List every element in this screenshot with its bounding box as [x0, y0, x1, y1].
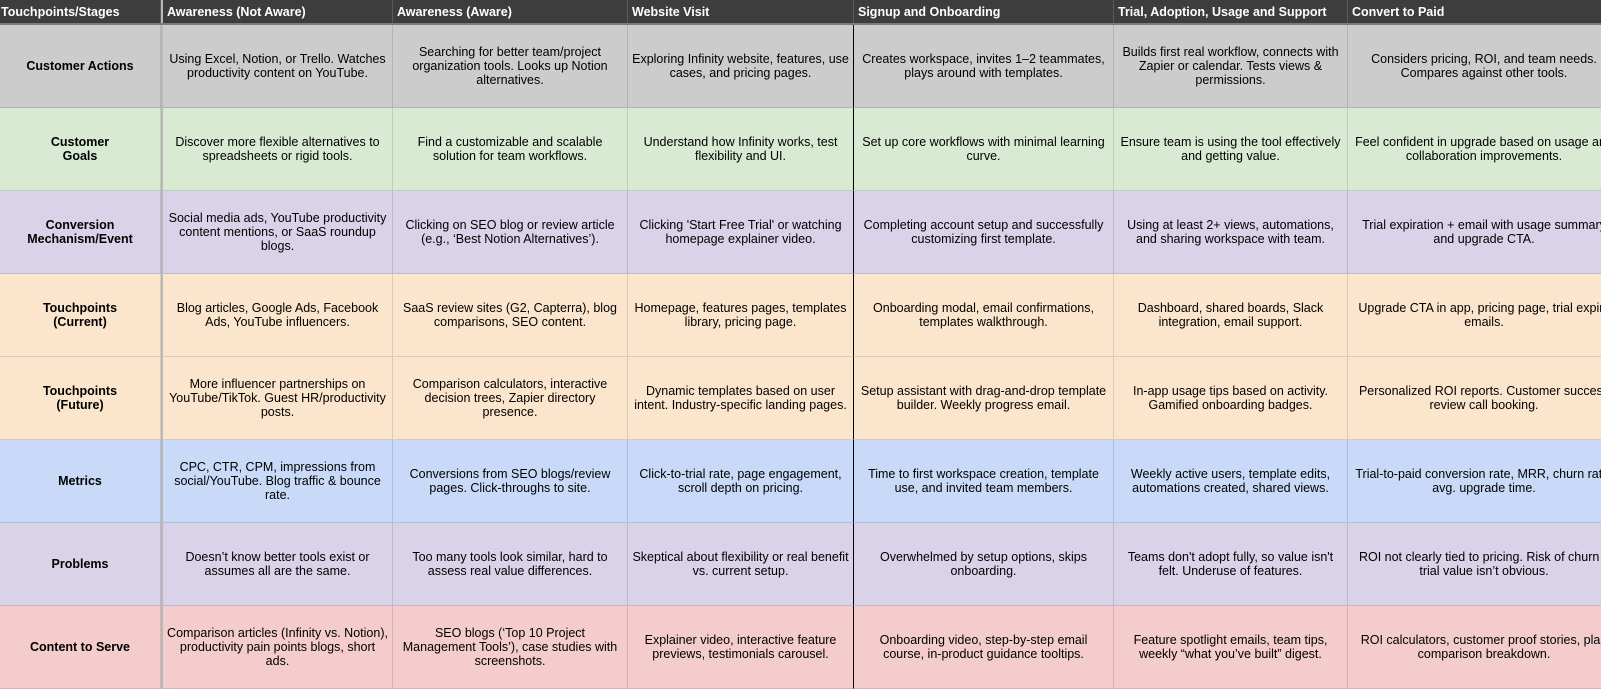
cell-customer-actions-website-visit[interactable]: Exploring Infinity website, features, us… — [628, 25, 854, 108]
row-label-content-to-serve[interactable]: Content to Serve — [0, 606, 161, 689]
row-label-touchpoints-future[interactable]: Touchpoints (Future) — [0, 357, 161, 440]
row-label-conversion-mechanism[interactable]: Conversion Mechanism/Event — [0, 191, 161, 274]
cell-problems-awareness-not-aware[interactable]: Doesn’t know better tools exist or assum… — [163, 523, 393, 606]
cell-customer-goals-awareness-not-aware[interactable]: Discover more flexible alternatives to s… — [163, 108, 393, 191]
cell-conversion-awareness-not-aware[interactable]: Social media ads, YouTube productivity c… — [163, 191, 393, 274]
header-col-trial-adoption[interactable]: Trial, Adoption, Usage and Support — [1114, 0, 1348, 23]
cell-metrics-website-visit[interactable]: Click-to-trial rate, page engagement, sc… — [628, 440, 854, 523]
cell-customer-goals-website-visit[interactable]: Understand how Infinity works, test flex… — [628, 108, 854, 191]
cell-problems-convert[interactable]: ROI not clearly tied to pricing. Risk of… — [1348, 523, 1601, 606]
row-label-touchpoints-current[interactable]: Touchpoints (Current) — [0, 274, 161, 357]
cell-content-website-visit[interactable]: Explainer video, interactive feature pre… — [628, 606, 854, 689]
cell-metrics-awareness-not-aware[interactable]: CPC, CTR, CPM, impressions from social/Y… — [163, 440, 393, 523]
header-col-awareness-aware[interactable]: Awareness (Aware) — [393, 0, 628, 23]
row-label-customer-goals[interactable]: Customer Goals — [0, 108, 161, 191]
cell-customer-actions-awareness-aware[interactable]: Searching for better team/project organi… — [393, 25, 628, 108]
cell-customer-goals-awareness-aware[interactable]: Find a customizable and scalable solutio… — [393, 108, 628, 191]
cell-content-convert[interactable]: ROI calculators, customer proof stories,… — [1348, 606, 1601, 689]
cell-touchpoints-future-convert[interactable]: Personalized ROI reports. Customer succe… — [1348, 357, 1601, 440]
header-stages-label[interactable]: Touchpoints/Stages — [0, 0, 161, 23]
row-label-metrics[interactable]: Metrics — [0, 440, 161, 523]
cell-touchpoints-current-signup[interactable]: Onboarding modal, email confirmations, t… — [854, 274, 1114, 357]
cell-customer-goals-convert[interactable]: Feel confident in upgrade based on usage… — [1348, 108, 1601, 191]
cell-content-awareness-aware[interactable]: SEO blogs (‘Top 10 Project Management To… — [393, 606, 628, 689]
cell-problems-trial[interactable]: Teams don't adopt fully, so value isn't … — [1114, 523, 1348, 606]
cell-conversion-awareness-aware[interactable]: Clicking on SEO blog or review article (… — [393, 191, 628, 274]
cell-touchpoints-future-trial[interactable]: In-app usage tips based on activity. Gam… — [1114, 357, 1348, 440]
cell-touchpoints-current-trial[interactable]: Dashboard, shared boards, Slack integrat… — [1114, 274, 1348, 357]
header-col-awareness-not-aware[interactable]: Awareness (Not Aware) — [163, 0, 393, 23]
cell-touchpoints-future-website-visit[interactable]: Dynamic templates based on user intent. … — [628, 357, 854, 440]
header-col-website-visit[interactable]: Website Visit — [628, 0, 854, 23]
cell-touchpoints-future-awareness-aware[interactable]: Comparison calculators, interactive deci… — [393, 357, 628, 440]
row-label-customer-actions[interactable]: Customer Actions — [0, 25, 161, 108]
cell-touchpoints-future-signup[interactable]: Setup assistant with drag-and-drop templ… — [854, 357, 1114, 440]
cell-metrics-awareness-aware[interactable]: Conversions from SEO blogs/review pages.… — [393, 440, 628, 523]
cell-problems-signup[interactable]: Overwhelmed by setup options, skips onbo… — [854, 523, 1114, 606]
cell-problems-awareness-aware[interactable]: Too many tools look similar, hard to ass… — [393, 523, 628, 606]
frozen-row-divider — [0, 23, 1601, 25]
cell-touchpoints-current-awareness-aware[interactable]: SaaS review sites (G2, Capterra), blog c… — [393, 274, 628, 357]
cell-touchpoints-current-convert[interactable]: Upgrade CTA in app, pricing page, trial … — [1348, 274, 1601, 357]
cell-metrics-convert[interactable]: Trial-to-paid conversion rate, MRR, chur… — [1348, 440, 1601, 523]
cell-customer-goals-trial[interactable]: Ensure team is using the tool effectivel… — [1114, 108, 1348, 191]
cell-customer-actions-awareness-not-aware[interactable]: Using Excel, Notion, or Trello. Watches … — [163, 25, 393, 108]
cell-content-awareness-not-aware[interactable]: Comparison articles (Infinity vs. Notion… — [163, 606, 393, 689]
cell-touchpoints-current-website-visit[interactable]: Homepage, features pages, templates libr… — [628, 274, 854, 357]
cell-conversion-website-visit[interactable]: Clicking 'Start Free Trial' or watching … — [628, 191, 854, 274]
cell-customer-actions-trial[interactable]: Builds first real workflow, connects wit… — [1114, 25, 1348, 108]
cell-problems-website-visit[interactable]: Skeptical about flexibility or real bene… — [628, 523, 854, 606]
cell-conversion-convert[interactable]: Trial expiration + email with usage summ… — [1348, 191, 1601, 274]
cell-conversion-trial[interactable]: Using at least 2+ views, automations, an… — [1114, 191, 1348, 274]
cell-customer-actions-convert[interactable]: Considers pricing, ROI, and team needs. … — [1348, 25, 1601, 108]
cell-content-signup[interactable]: Onboarding video, step-by-step email cou… — [854, 606, 1114, 689]
cell-metrics-trial[interactable]: Weekly active users, template edits, aut… — [1114, 440, 1348, 523]
header-col-convert-to-paid[interactable]: Convert to Paid — [1348, 0, 1601, 23]
cell-metrics-signup[interactable]: Time to first workspace creation, templa… — [854, 440, 1114, 523]
header-col-signup-onboarding[interactable]: Signup and Onboarding — [854, 0, 1114, 23]
header-separator — [161, 0, 163, 23]
cell-customer-goals-signup[interactable]: Set up core workflows with minimal learn… — [854, 108, 1114, 191]
cell-customer-actions-signup[interactable]: Creates workspace, invites 1–2 teammates… — [854, 25, 1114, 108]
cell-touchpoints-future-awareness-not-aware[interactable]: More influencer partnerships on YouTube/… — [163, 357, 393, 440]
cell-content-trial[interactable]: Feature spotlight emails, team tips, wee… — [1114, 606, 1348, 689]
cell-touchpoints-current-awareness-not-aware[interactable]: Blog articles, Google Ads, Facebook Ads,… — [163, 274, 393, 357]
cell-conversion-signup[interactable]: Completing account setup and successfull… — [854, 191, 1114, 274]
row-label-problems[interactable]: Problems — [0, 523, 161, 606]
frozen-column-divider — [161, 25, 163, 689]
